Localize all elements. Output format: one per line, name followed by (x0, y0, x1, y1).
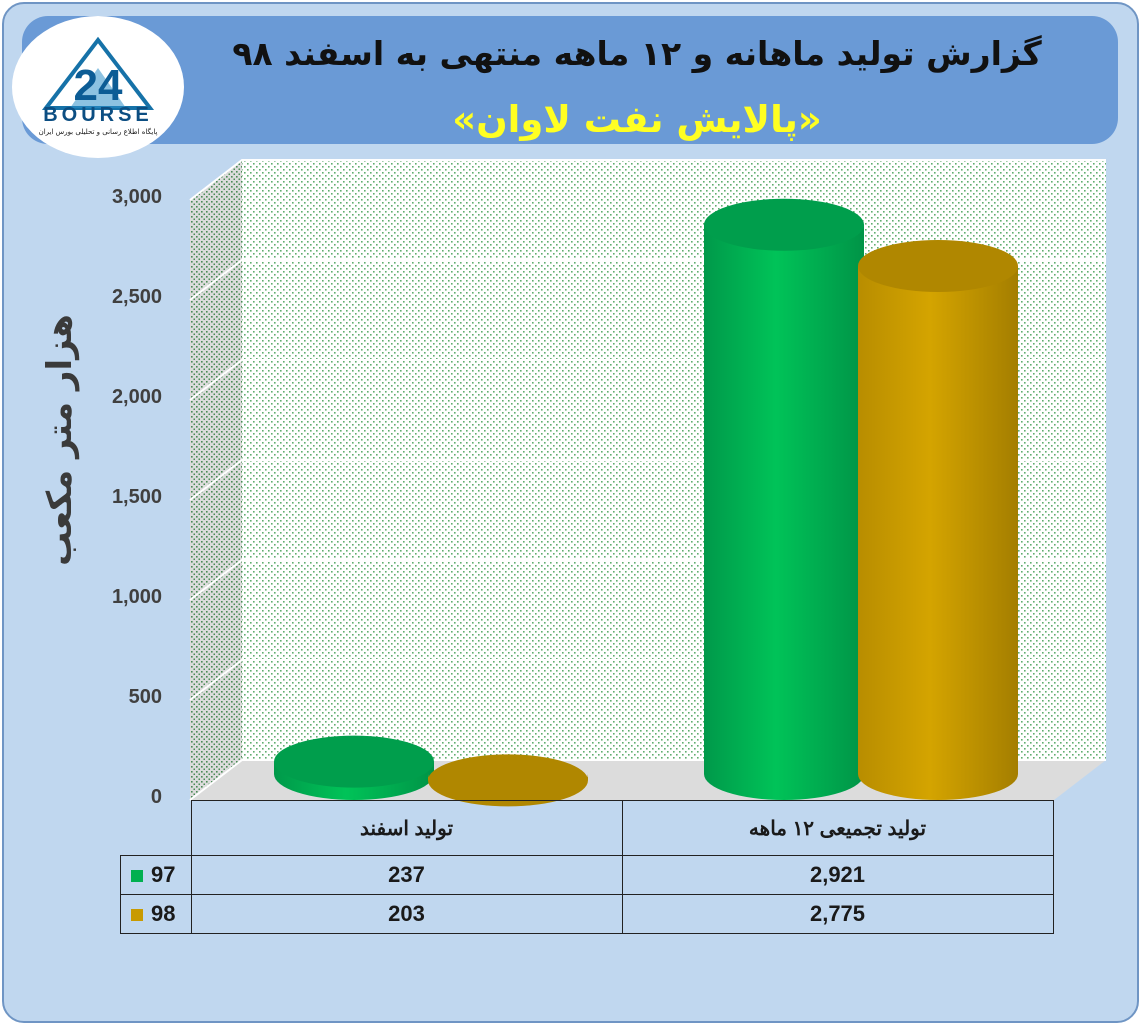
chart-subtitle: «پالایش نفت لاوان» (452, 98, 822, 141)
value-98-12month: 2,775 (621, 894, 1054, 934)
logo-mark-icon: 24 (41, 36, 155, 110)
table-corner (120, 800, 192, 856)
logo-mark-text: 24 (74, 61, 123, 110)
grid-line (189, 159, 1106, 201)
bar-97-march (274, 735, 434, 800)
logo-tagline: پایگاه اطلاع رسانی و تحلیلی بورس ایران (38, 128, 158, 136)
bar-top (858, 240, 1018, 292)
category-row: تولید اسفند تولید تجمیعی ۱۲ ماهه (120, 800, 1054, 856)
y-tick-label: 500 (128, 686, 162, 708)
value-97-march: 237 (190, 855, 623, 895)
value-97-12month: 2,921 (621, 855, 1054, 895)
y-tick-label: 2,500 (111, 286, 162, 308)
table-row-97: 97 237 2,921 (120, 855, 1054, 895)
bars (274, 198, 1018, 807)
y-tick-label: 1,000 (111, 586, 162, 608)
y-axis-label-box: هزار متر مکعب (40, 290, 80, 590)
legend-swatch-98 (131, 909, 143, 922)
chart-title: گزارش تولید ماهانه و ۱۲ ماهه منتهی به اس… (232, 34, 1042, 73)
y-axis-label: هزار متر مکعب (40, 314, 80, 566)
y-tick-label: 0 (150, 786, 162, 808)
logo-name: BOURSE (43, 104, 153, 126)
bar-top (704, 198, 864, 251)
category-label-12month: تولید تجمیعی ۱۲ ماهه (621, 800, 1054, 856)
bar-97-12month (704, 198, 864, 801)
legend-swatch-97 (131, 870, 143, 883)
bourse-logo: 24 BOURSE پایگاه اطلاع رسانی و تحلیلی بو… (12, 16, 184, 158)
bar-98-march (428, 754, 588, 807)
legend-97: 97 (120, 855, 192, 895)
y-tick-label: 3,000 (111, 186, 162, 208)
category-label-march: تولید اسفند (190, 800, 623, 856)
value-98-march: 203 (190, 894, 623, 934)
legend-label-97: 97 (151, 862, 176, 887)
table-row-98: 98 203 2,775 (120, 894, 1054, 934)
bar-top (274, 735, 434, 788)
bar-body (858, 266, 1018, 800)
data-table: تولید اسفند تولید تجمیعی ۱۲ ماهه 97 237 … (120, 800, 1054, 934)
legend-label-98: 98 (151, 901, 176, 926)
legend-98: 98 (120, 894, 192, 934)
y-tick-label: 2,000 (111, 386, 162, 408)
y-tick-label: 1,500 (111, 486, 162, 508)
bar-98-12month (858, 240, 1018, 800)
title-banner: گزارش تولید ماهانه و ۱۲ ماهه منتهی به اس… (22, 16, 1118, 144)
bar-top (428, 754, 588, 807)
bar-body (704, 224, 864, 801)
